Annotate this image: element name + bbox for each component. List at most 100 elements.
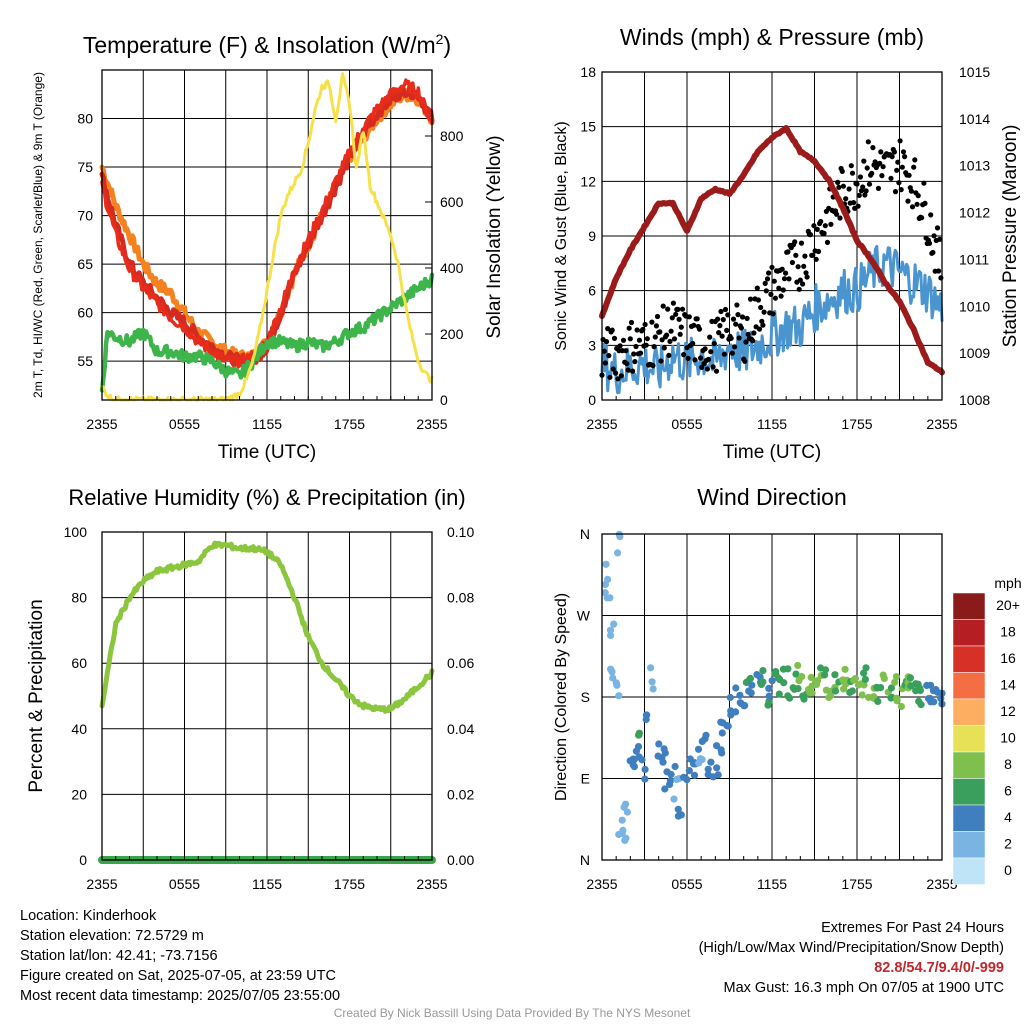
- direction-point: [736, 699, 744, 707]
- gust-point: [631, 351, 637, 357]
- gust-point: [860, 184, 866, 190]
- gust-point: [915, 193, 921, 199]
- direction-point: [709, 773, 717, 781]
- direction-point: [775, 690, 783, 698]
- x-axis-label: Time (UTC): [218, 442, 317, 463]
- gust-point: [897, 138, 903, 144]
- y2-axis-label: Solar Insolation (Yellow): [484, 135, 505, 338]
- gust-point: [625, 367, 631, 373]
- gust-point: [660, 303, 666, 309]
- y2-tick-label: 200: [440, 326, 464, 342]
- y2-tick-label: 1014: [959, 111, 990, 127]
- legend-title: mph: [994, 575, 1021, 591]
- gust-point: [780, 287, 786, 293]
- direction-point: [622, 834, 630, 842]
- direction-point: [907, 682, 915, 690]
- direction-point: [732, 684, 740, 692]
- gust-point: [690, 340, 696, 347]
- gust-point: [652, 334, 658, 340]
- gust-point: [658, 358, 664, 364]
- direction-point: [648, 678, 656, 686]
- gust-point: [673, 311, 679, 317]
- legend-swatch: [952, 619, 986, 647]
- x-tick-label: 1155: [252, 416, 282, 432]
- direction-point: [612, 679, 620, 687]
- gust-point: [738, 325, 745, 331]
- y2-tick-label: 1008: [959, 392, 990, 408]
- gust-point: [888, 175, 894, 181]
- gust-point: [889, 154, 895, 160]
- direction-point: [807, 673, 815, 682]
- station-info: Location: Kinderhook Station elevation: …: [20, 906, 340, 1006]
- direction-point: [704, 765, 712, 773]
- gust-point: [733, 321, 739, 327]
- direction-point: [634, 743, 643, 751]
- direction-point: [748, 681, 756, 689]
- gust-point: [669, 315, 675, 321]
- max-gust-text: Max Gust: 16.3 mph On 07/05 at 1900 UTC: [723, 980, 1004, 996]
- gust-point: [921, 180, 927, 186]
- direction-point: [655, 740, 663, 748]
- gust-point: [869, 170, 875, 176]
- gust-point: [632, 359, 638, 365]
- gust-point: [739, 314, 746, 320]
- direction-point: [607, 665, 615, 673]
- x-tick-label: 2355: [86, 416, 117, 432]
- x-tick-label: 2355: [926, 876, 957, 892]
- gust-point: [679, 306, 686, 312]
- gust-point: [676, 316, 682, 322]
- y-tick-label: 65: [77, 256, 93, 272]
- direction-point: [726, 693, 734, 702]
- gust-point: [707, 334, 713, 340]
- direction-point: [930, 698, 938, 706]
- gust-point: [716, 330, 722, 336]
- location-text: Location: Kinderhook: [20, 908, 157, 924]
- direction-point: [850, 676, 858, 684]
- y2-tick-label: 0: [440, 392, 448, 408]
- gust-point: [623, 348, 629, 354]
- direction-point: [615, 692, 623, 700]
- gust-point: [607, 374, 613, 380]
- gust-point: [732, 344, 738, 350]
- direction-point: [841, 665, 849, 673]
- gust-point: [609, 327, 615, 333]
- gust-point: [810, 252, 816, 258]
- gust-point: [665, 306, 671, 312]
- y-tick-label: 60: [77, 305, 93, 321]
- direction-point: [666, 777, 675, 785]
- y-tick-label: 15: [580, 119, 596, 135]
- gust-point: [772, 295, 779, 301]
- gust-point: [659, 337, 665, 343]
- direction-point: [846, 688, 854, 697]
- direction-point: [736, 691, 744, 699]
- series-wind: [600, 245, 944, 395]
- gust-point: [699, 364, 705, 370]
- gust-point: [715, 316, 721, 322]
- y2-tick-label: 1015: [959, 64, 990, 80]
- extremes-legend: (High/Low/Max Wind/Precipitation/Snow De…: [698, 940, 1004, 956]
- legend-swatch: [952, 751, 986, 779]
- gust-point: [729, 350, 735, 356]
- gust-point: [793, 252, 799, 258]
- gust-point: [911, 164, 917, 170]
- gust-point: [807, 232, 814, 238]
- direction-point: [892, 673, 901, 681]
- gust-point: [824, 239, 831, 245]
- series-pressure: [599, 125, 945, 376]
- gust-point: [771, 278, 777, 284]
- gust-point: [678, 324, 684, 330]
- gust-point: [694, 316, 700, 322]
- gust-point: [919, 215, 925, 221]
- gust-point: [736, 335, 742, 341]
- gust-point: [711, 341, 717, 347]
- x-tick-label: 1755: [841, 416, 872, 432]
- direction-point: [616, 533, 624, 541]
- y-tick-label: 75: [77, 159, 93, 175]
- direction-point: [821, 666, 830, 674]
- x-tick-label: 1755: [334, 876, 365, 892]
- legend-label: 8: [1004, 756, 1012, 772]
- gust-point: [815, 248, 822, 255]
- direction-point: [861, 675, 870, 684]
- extremes-title: Extremes For Past 24 Hours: [821, 920, 1004, 936]
